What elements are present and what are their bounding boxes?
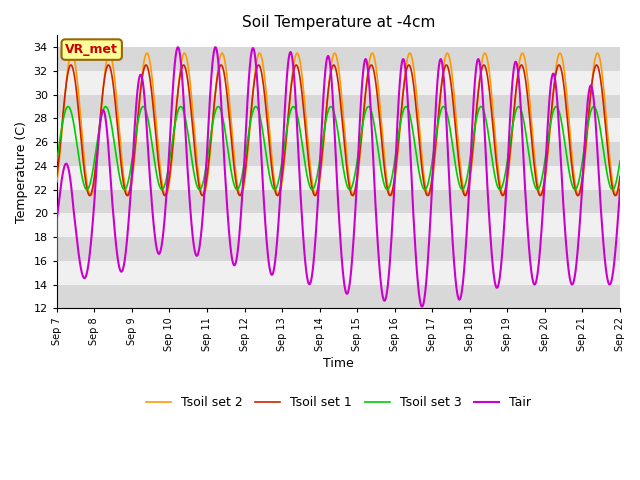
Tsoil set 2	[616, 179, 624, 185]
Tsoil set 3	[64, 104, 72, 109]
Tsoil set 2	[612, 192, 620, 198]
Tair	[616, 187, 624, 192]
Tsoil set 2	[394, 155, 401, 160]
Tsoil set 1	[67, 62, 75, 68]
Tsoil set 2	[403, 56, 411, 62]
Tsoil set 1	[403, 64, 411, 70]
Tsoil set 2	[53, 179, 61, 185]
Bar	[57, 285, 620, 308]
Tair	[563, 250, 571, 255]
Tsoil set 2	[174, 92, 182, 98]
Tsoil set 3	[616, 158, 624, 164]
Tair	[418, 304, 426, 310]
Line: Tsoil set 2: Tsoil set 2	[57, 53, 620, 195]
Tsoil set 1	[611, 192, 619, 198]
Tsoil set 3	[53, 158, 61, 164]
Bar	[57, 142, 620, 166]
X-axis label: Time: Time	[323, 357, 354, 370]
Tsoil set 3	[211, 113, 218, 119]
Tsoil set 3	[609, 187, 616, 192]
Tsoil set 1	[394, 148, 401, 154]
Bar	[57, 119, 620, 142]
Tsoil set 2	[563, 91, 570, 96]
Y-axis label: Temperature (C): Temperature (C)	[15, 121, 28, 223]
Bar	[57, 261, 620, 285]
Text: VR_met: VR_met	[65, 43, 118, 56]
Tair	[616, 189, 624, 195]
Title: Soil Temperature at -4cm: Soil Temperature at -4cm	[242, 15, 435, 30]
Tair	[174, 44, 182, 50]
Tsoil set 1	[616, 175, 624, 180]
Tsoil set 3	[394, 139, 401, 145]
Tair	[394, 119, 401, 124]
Bar	[57, 95, 620, 119]
Bar	[57, 166, 620, 190]
Tsoil set 3	[403, 105, 411, 110]
Tsoil set 3	[616, 159, 624, 165]
Tsoil set 1	[563, 108, 570, 114]
Tsoil set 1	[211, 100, 218, 106]
Bar	[57, 47, 620, 71]
Bar	[57, 237, 620, 261]
Bar	[57, 190, 620, 213]
Bar	[57, 71, 620, 95]
Line: Tsoil set 3: Tsoil set 3	[57, 107, 620, 190]
Tsoil set 1	[616, 174, 624, 180]
Line: Tsoil set 1: Tsoil set 1	[57, 65, 620, 195]
Tsoil set 2	[211, 103, 218, 108]
Tair	[211, 47, 218, 53]
Tsoil set 1	[174, 92, 182, 97]
Line: Tair: Tair	[57, 47, 620, 307]
Tair	[173, 45, 181, 50]
Tsoil set 3	[563, 153, 570, 158]
Tsoil set 2	[68, 50, 76, 56]
Legend: Tsoil set 2, Tsoil set 1, Tsoil set 3, Tair: Tsoil set 2, Tsoil set 1, Tsoil set 3, T…	[141, 391, 536, 414]
Tsoil set 2	[616, 180, 624, 186]
Tair	[53, 258, 61, 264]
Bar	[57, 213, 620, 237]
Tsoil set 3	[174, 109, 182, 115]
Tair	[403, 91, 411, 97]
Tsoil set 1	[53, 174, 61, 180]
